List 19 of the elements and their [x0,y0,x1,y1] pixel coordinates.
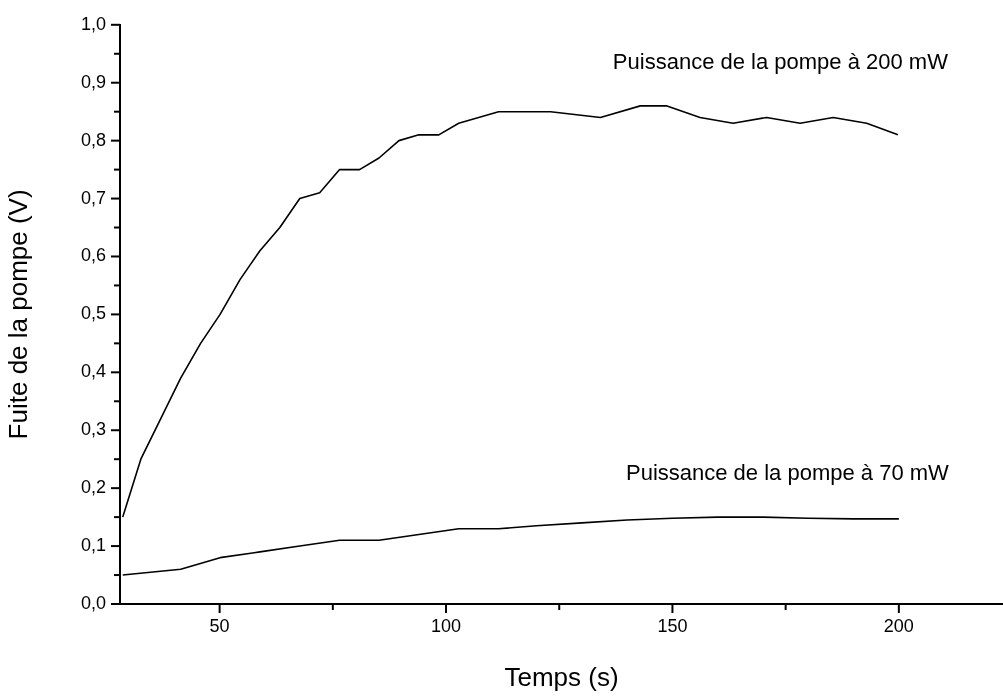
y-tick-label: 0,4 [80,361,106,382]
y-tick-label: 0,1 [80,535,106,556]
x-axis-title: Temps (s) [504,661,619,692]
x-tick-label: 200 [883,615,914,636]
y-tick-label: 0,3 [80,419,106,440]
y-tick-label: 0,6 [80,245,106,266]
x-tick-label: 150 [657,615,688,636]
y-tick-label: 0,0 [80,592,106,613]
y-tick-label: 1,0 [80,13,106,34]
y-tick-label: 0,9 [80,71,106,92]
y-tick-label: 0,7 [80,187,106,208]
series-label: Puissance de la pompe à 70 mW [626,460,950,486]
y-tick-label: 0,5 [80,303,106,324]
y-tick-label: 0,2 [80,477,106,498]
series-label: Puissance de la pompe à 200 mW [612,48,949,74]
y-axis-title: Fuite de la pompe (V) [2,189,33,440]
x-tick-label: 100 [431,615,462,636]
y-tick-label: 0,8 [80,129,106,150]
x-tick-label: 50 [209,615,230,636]
